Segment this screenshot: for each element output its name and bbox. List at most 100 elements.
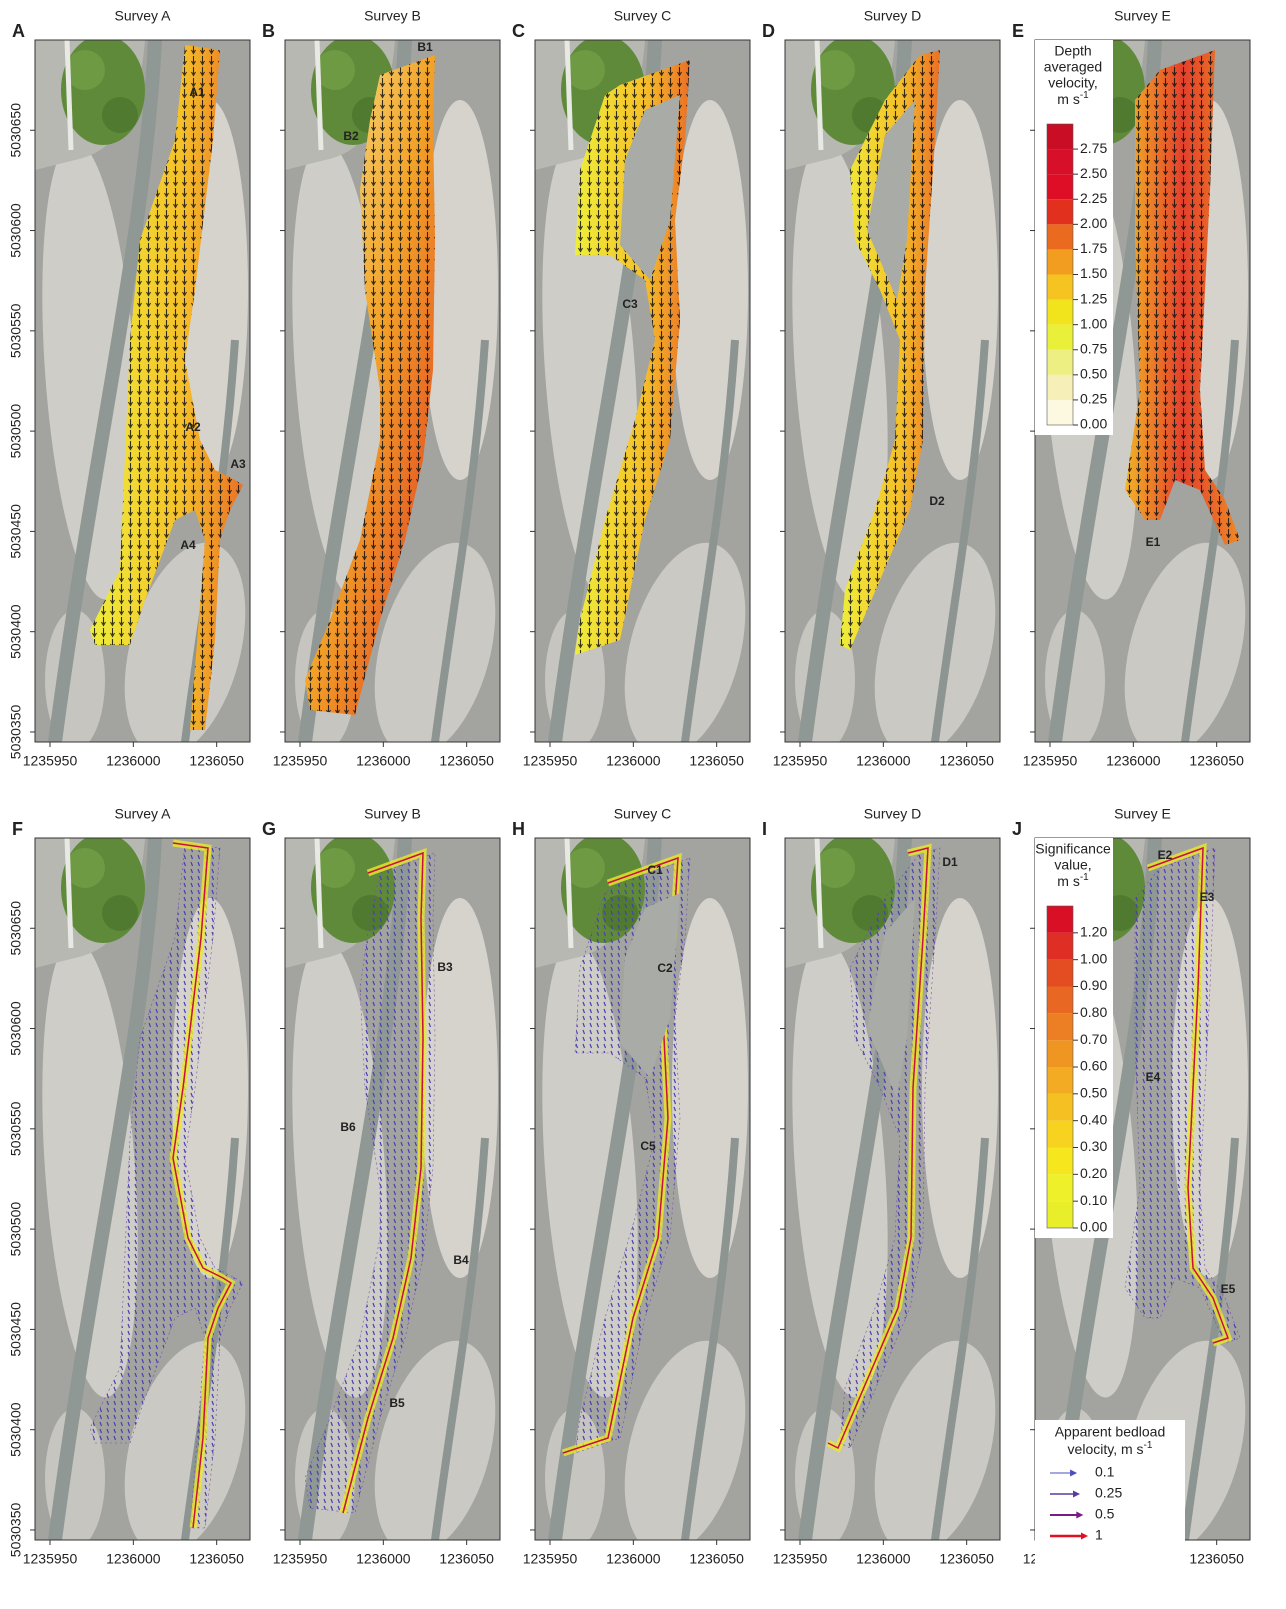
panel: Survey AA1235950123600012360505030350503… [8, 8, 267, 771]
annotation: D2 [929, 494, 945, 508]
x-tick-label: 1236000 [106, 753, 161, 769]
y-tick-label: 5030350 [8, 1503, 24, 1558]
figure: Survey A A 1235950 1236000 1236050 5030350 503… [0, 0, 1286, 1604]
panel-label: B [262, 21, 275, 41]
annotation: D1 [942, 855, 958, 869]
unit: m s [1057, 91, 1080, 107]
colorbar-title: Significance [1035, 841, 1111, 857]
colorbar-tick-label: 0.70 [1080, 1031, 1107, 1047]
annotation: C2 [657, 961, 673, 975]
colorbar-tick-label: 1.50 [1080, 265, 1107, 281]
colorbar-swatch [1047, 1201, 1073, 1228]
x-tick-label: 1236050 [689, 1551, 744, 1567]
x-tick-label: 1236050 [1189, 1551, 1244, 1567]
annotation: C5 [640, 1139, 656, 1153]
x-tick-label: 1236000 [1106, 753, 1161, 769]
x-tick-label: 1235950 [773, 1551, 828, 1567]
unit: m s [1057, 873, 1080, 889]
colorbar-swatch [1047, 300, 1073, 325]
x-tick-label: 1235950 [523, 1551, 578, 1567]
colorbar-swatch [1047, 350, 1073, 375]
unit-exponent: -1 [1080, 872, 1089, 883]
x-tick-label: 1236050 [939, 753, 994, 769]
y-tick-label: 5030400 [8, 1402, 24, 1457]
panel: Survey EE123595012360001236050E1Depthave… [1012, 8, 1267, 771]
colorbar-tick-label: 0.60 [1080, 1058, 1107, 1074]
panel: Survey DI123595012360001236050D1 [762, 806, 1017, 1569]
colorbar-title: Depth [1054, 43, 1091, 59]
arrow-legend-title: velocity, m s-1 [1068, 1440, 1153, 1457]
x-tick-label: 1236000 [606, 1551, 661, 1567]
x-tick-label: 1236050 [689, 753, 744, 769]
y-tick-label: 5030550 [8, 303, 24, 358]
panel: Survey CC123595012360001236050C3 [512, 8, 767, 771]
annotation: E4 [1146, 1070, 1161, 1084]
colorbar-tick-label: 0.25 [1080, 391, 1107, 407]
colorbar-tick-label: 2.75 [1080, 140, 1107, 156]
colorbar-tick-label: 1.00 [1080, 950, 1107, 966]
panel-label: I [762, 819, 767, 839]
x-tick-label: 1235950 [273, 1551, 328, 1567]
annotation: C3 [622, 297, 638, 311]
panel-label: J [1012, 819, 1022, 839]
annotation: A3 [230, 457, 246, 471]
annotation: A1 [189, 85, 205, 99]
x-tick-label: 1235950 [773, 753, 828, 769]
colorbar-tick-label: 0.80 [1080, 1004, 1107, 1020]
colorbar-tick-label: 0.75 [1080, 340, 1107, 356]
x-tick-label: 1236050 [439, 753, 494, 769]
annotation: B4 [453, 1253, 469, 1267]
x-tick-label: 1235950 [23, 753, 78, 769]
colorbar-swatch [1047, 906, 1073, 933]
annotation: A4 [180, 538, 196, 552]
colorbar-swatch [1047, 1121, 1073, 1148]
colorbar-tick-label: 0.10 [1080, 1192, 1107, 1208]
colorbar-swatch [1047, 1174, 1073, 1201]
colorbar-swatch [1047, 224, 1073, 249]
x-tick-label: 1235950 [273, 753, 328, 769]
panel-label: A [12, 21, 25, 41]
x-tick-label: 1235950 [23, 1551, 78, 1567]
colorbar-tick-label: 0.00 [1080, 416, 1107, 432]
panel-title: Survey E [1114, 806, 1171, 822]
colorbar-tick-label: 0.30 [1080, 1138, 1107, 1154]
y-tick-label: 5030400 [8, 604, 24, 659]
y-tick-label: 5030500 [8, 1202, 24, 1257]
panel-label: E [1012, 21, 1024, 41]
y-tick-label: 5030600 [8, 1001, 24, 1056]
panel: Survey DD123595012360001236050D2 [762, 8, 1017, 771]
colorbar-tick-label: 1.25 [1080, 290, 1107, 306]
x-tick-label: 1235950 [523, 753, 578, 769]
unit-exponent: -1 [1144, 1440, 1153, 1451]
legend-label: 0.25 [1095, 1485, 1122, 1501]
colorbar-tick-label: 1.00 [1080, 315, 1107, 331]
panel-title: Survey A [114, 806, 171, 822]
x-tick-label: 1236000 [856, 753, 911, 769]
panel-title: Survey C [614, 8, 672, 24]
colorbar-swatch [1047, 375, 1073, 400]
legend-label: 0.1 [1095, 1464, 1115, 1480]
annotation: E5 [1221, 1282, 1236, 1296]
colorbar-tick-label: 0.00 [1080, 1219, 1107, 1235]
x-tick-label: 1236050 [189, 753, 244, 769]
x-tick-label: 1236050 [939, 1551, 994, 1567]
panel: Survey EJ123595012360001236050E2E3E4E5Si… [1012, 806, 1267, 1569]
panel-title: Survey D [864, 8, 922, 24]
colorbar-tick-label: 0.90 [1080, 977, 1107, 993]
y-tick-label: 5030350 [8, 705, 24, 760]
x-tick-label: 1236050 [189, 1551, 244, 1567]
y-tick-label: 5030650 [8, 103, 24, 158]
colorbar-swatch [1047, 400, 1073, 425]
annotation: B1 [417, 40, 433, 54]
colorbar-tick-label: 0.20 [1080, 1165, 1107, 1181]
x-tick-label: 1235950 [1023, 753, 1078, 769]
colorbar-tick-label: 2.25 [1080, 190, 1107, 206]
colorbar-swatch [1047, 199, 1073, 224]
x-tick-label: 1236000 [606, 753, 661, 769]
x-tick-label: 1236050 [439, 1551, 494, 1567]
x-tick-label: 1236000 [856, 1551, 911, 1567]
colorbar-swatch [1047, 1067, 1073, 1094]
